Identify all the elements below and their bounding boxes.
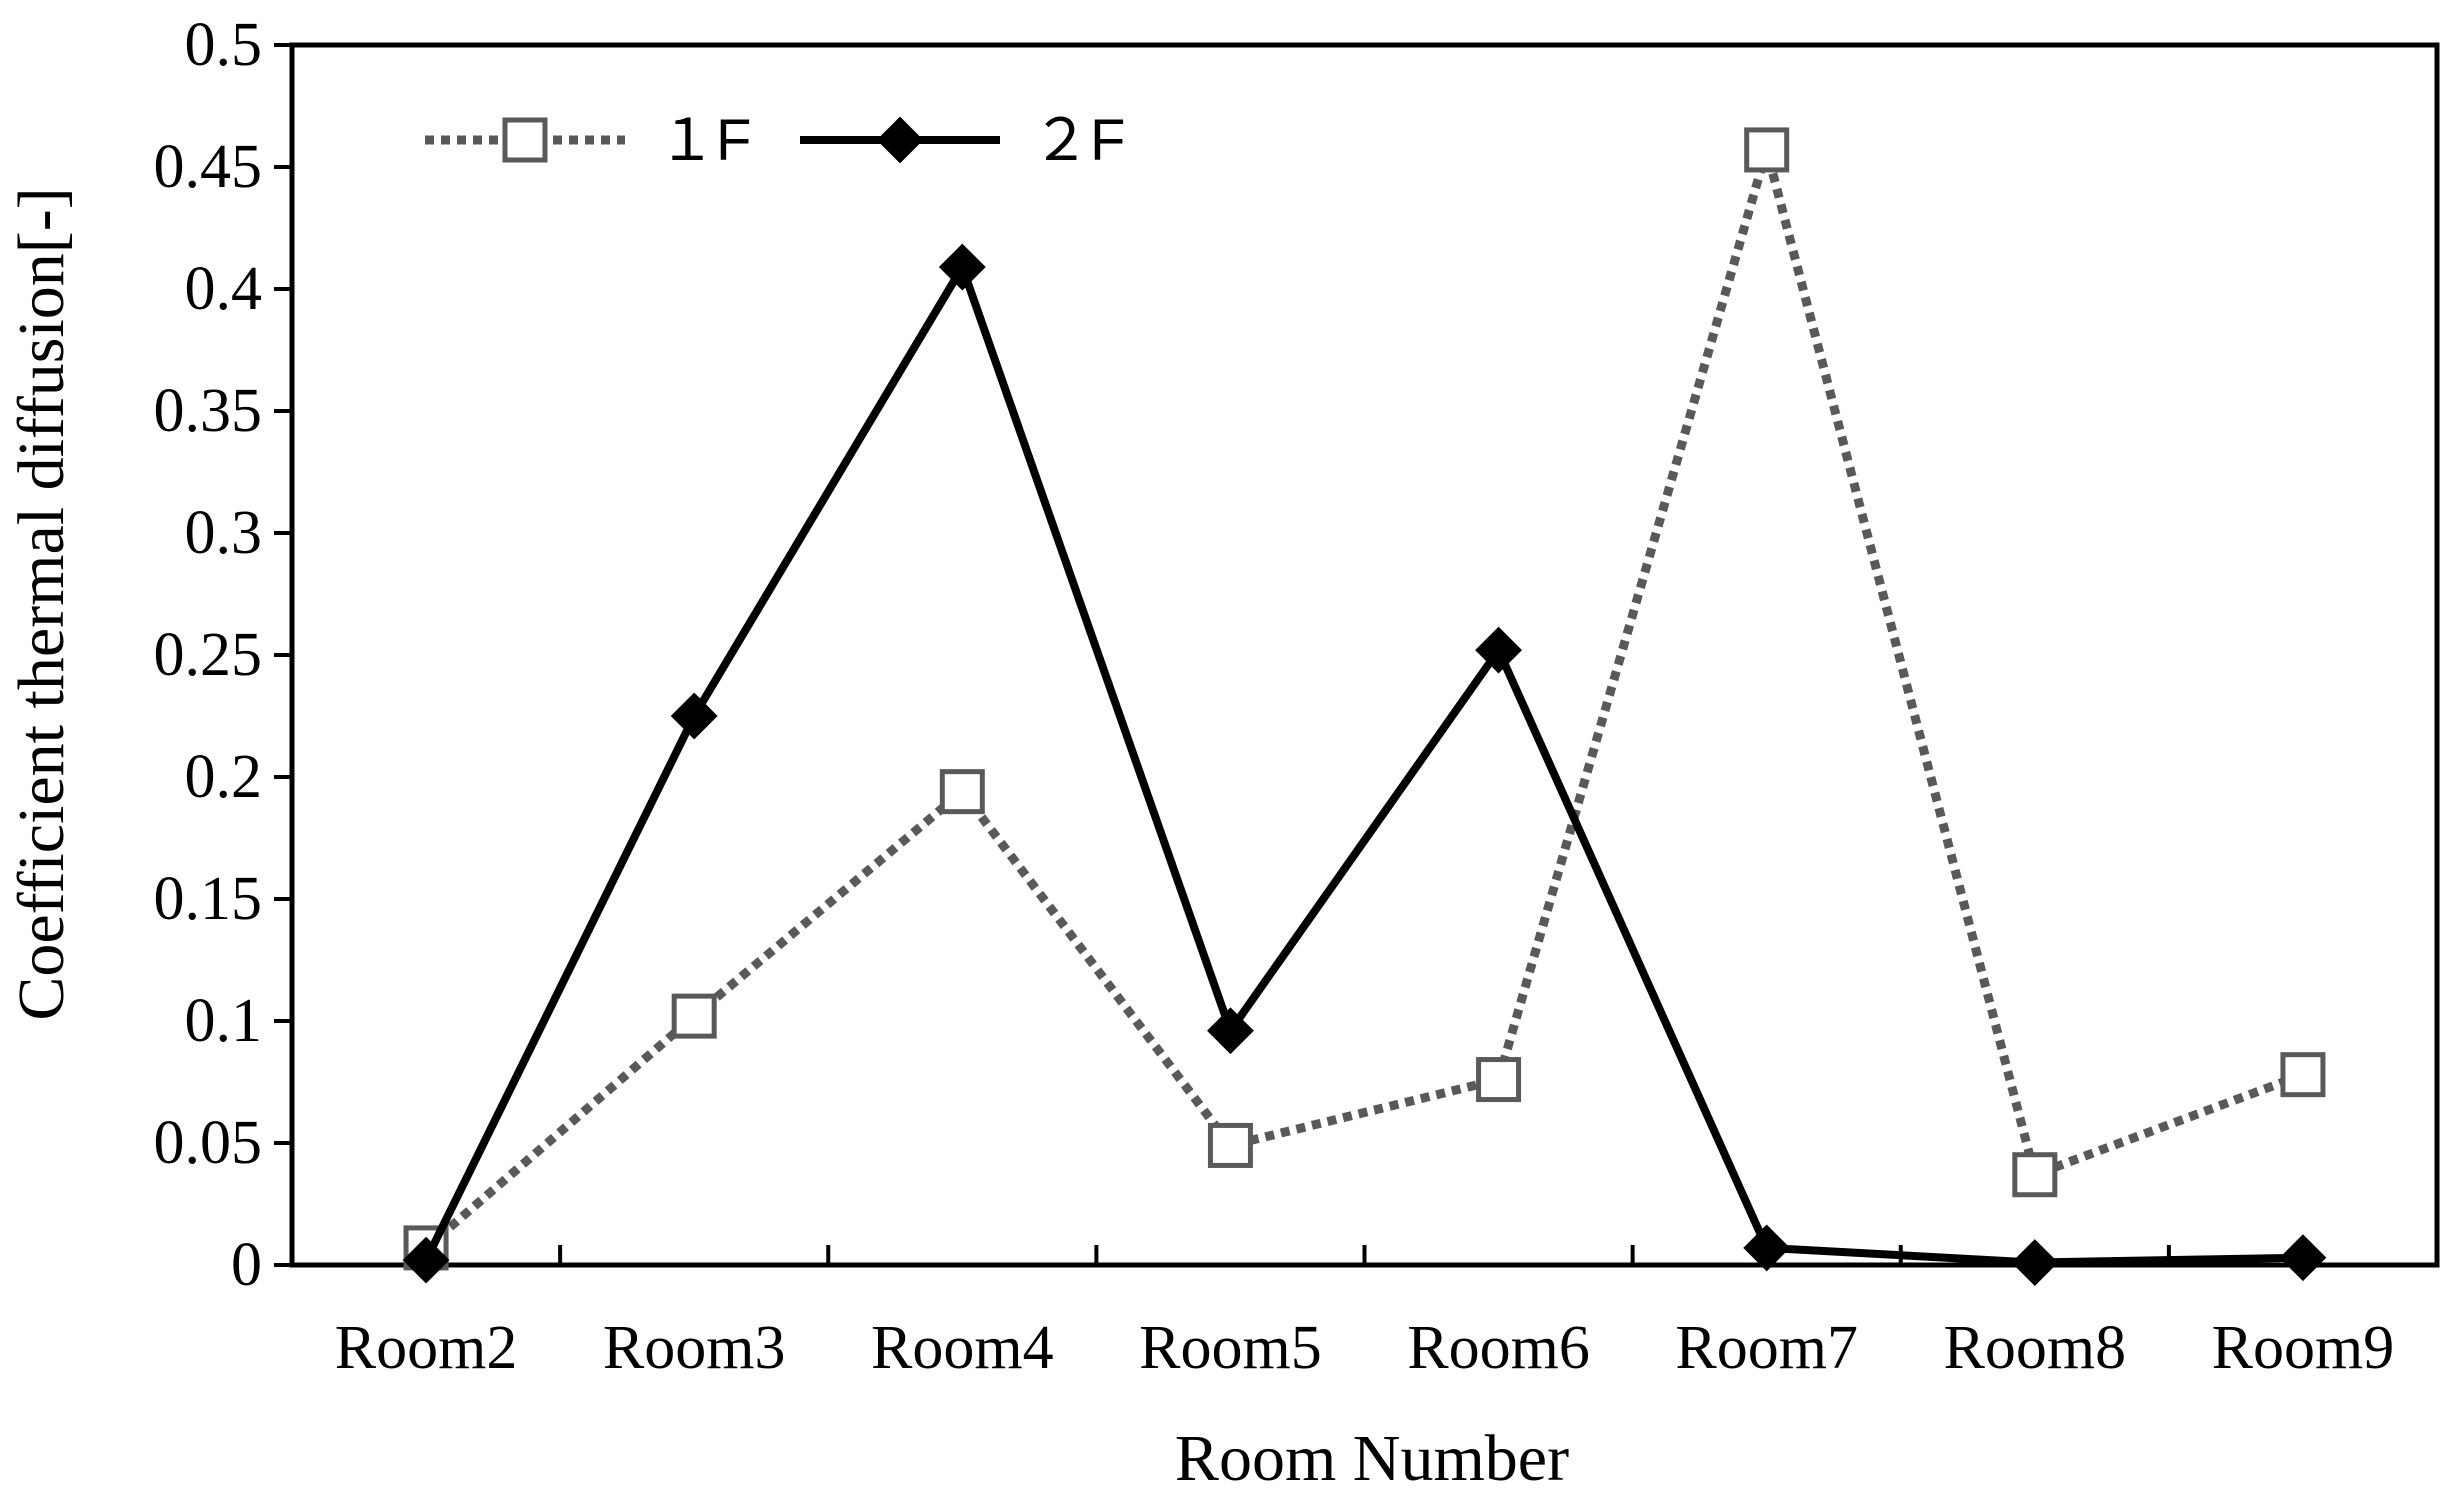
legend-label: １F bbox=[658, 108, 751, 173]
data-point-2F bbox=[1743, 1224, 1791, 1272]
y-tick-label: 0.2 bbox=[185, 743, 263, 811]
data-point-1F bbox=[2012, 1152, 2058, 1198]
legend-label: ２F bbox=[1032, 108, 1125, 173]
y-tick-label: 0.05 bbox=[154, 1109, 263, 1177]
series-group bbox=[402, 127, 2327, 1286]
series-line-2F bbox=[422, 263, 2304, 1267]
y-tick-label: 0.35 bbox=[154, 377, 263, 445]
x-tick-label: Room6 bbox=[1407, 1314, 1590, 1382]
legend-marker bbox=[502, 117, 548, 163]
series-1F bbox=[403, 127, 2326, 1271]
legend-marker bbox=[876, 116, 924, 164]
data-point-2F bbox=[670, 692, 718, 740]
y-tick-label: 0.45 bbox=[154, 133, 263, 201]
data-point-1F bbox=[2280, 1052, 2326, 1098]
data-point-1F bbox=[671, 993, 717, 1039]
x-tick-label: Room8 bbox=[1944, 1314, 2127, 1382]
y-tick-label: 0 bbox=[231, 1231, 262, 1299]
plot-frame bbox=[289, 42, 2440, 1268]
data-point-2F bbox=[402, 1236, 450, 1284]
y-axis-title: Coefficient thermal diffusion[-] bbox=[5, 187, 78, 1020]
axes bbox=[274, 42, 2440, 1268]
data-point-1F bbox=[1744, 127, 1790, 173]
data-point-2F bbox=[938, 243, 986, 291]
y-tick-labels: 0 0.05 0.1 0.15 0.2 0.25 0.3 0.35 0.4 0.45 0.5 bbox=[154, 11, 263, 1299]
x-axis-title: Room Number bbox=[1175, 1422, 1569, 1495]
y-tick-label: 0.1 bbox=[185, 987, 263, 1055]
y-tick-label: 0.15 bbox=[154, 865, 263, 933]
y-tick-label: 0.25 bbox=[154, 621, 263, 689]
data-point-1F bbox=[1207, 1122, 1253, 1168]
data-point-1F bbox=[939, 769, 985, 815]
x-tick-label: Room7 bbox=[1675, 1314, 1858, 1382]
legend-entry-1F: １F bbox=[425, 108, 751, 173]
legend-entry-2F: ２F bbox=[800, 108, 1125, 173]
x-tick-label: Room5 bbox=[1139, 1314, 1322, 1382]
y-tick-label: 0.3 bbox=[185, 499, 263, 567]
y-tick-label: 0.4 bbox=[185, 255, 263, 323]
x-tick-label: Room9 bbox=[2212, 1314, 2395, 1382]
data-point-2F bbox=[1207, 1007, 1254, 1055]
legend: １F ２F bbox=[425, 108, 1125, 173]
y-tick-label: 0.5 bbox=[185, 11, 263, 79]
data-point-2F bbox=[2279, 1234, 2327, 1282]
series-line-1F bbox=[423, 145, 2305, 1252]
series-2F bbox=[402, 243, 2327, 1286]
x-tick-label: Room4 bbox=[871, 1314, 1054, 1382]
data-point-2F bbox=[1475, 626, 1522, 674]
data-point-2F bbox=[2011, 1239, 2059, 1286]
x-tick-label: Room2 bbox=[335, 1314, 518, 1382]
x-tick-label: Room3 bbox=[603, 1314, 786, 1382]
x-tick-labels: Room2 Room3 Room4 Room5 Room6 Room7 Room8 Room9 bbox=[335, 1314, 2394, 1382]
data-point-1F bbox=[1476, 1057, 1522, 1103]
